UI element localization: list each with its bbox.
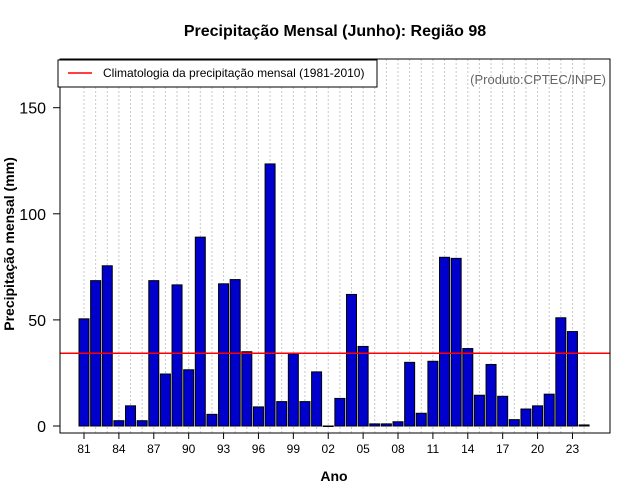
bar-2004 bbox=[345, 293, 357, 427]
bar-1997 bbox=[264, 163, 276, 427]
x-axis: 81 84 87 90 93 96 99 02 05 08 11 14 17 20 23 bbox=[77, 432, 580, 456]
chart-title: Precipitação Mensal (Junho): Região 98 bbox=[184, 23, 486, 40]
bar-2017 bbox=[497, 395, 509, 427]
x-tick-label-87: 87 bbox=[147, 442, 161, 456]
x-tick-label-90: 90 bbox=[182, 442, 196, 456]
bar-2019 bbox=[520, 408, 532, 427]
bar-2006 bbox=[369, 423, 381, 427]
bar-2022 bbox=[555, 317, 567, 427]
x-tick-label-08: 08 bbox=[391, 442, 405, 456]
bar-2018 bbox=[508, 419, 520, 427]
bar-2001 bbox=[311, 371, 323, 427]
x-axis-title: Ano bbox=[320, 468, 347, 484]
bar-2012 bbox=[439, 256, 451, 427]
bar-2009 bbox=[404, 361, 416, 427]
bar-2016 bbox=[485, 363, 497, 427]
bar-1986 bbox=[136, 420, 148, 427]
bar-2024 bbox=[578, 424, 590, 427]
bar-2003 bbox=[334, 397, 346, 427]
bar-2014 bbox=[462, 348, 474, 427]
bar-2020 bbox=[532, 405, 544, 427]
legend-label-climatology: Climatologia da precipitação mensal (198… bbox=[103, 66, 364, 80]
bar-1995 bbox=[241, 351, 253, 427]
x-tick-label-05: 05 bbox=[356, 442, 370, 456]
x-tick-label-02: 02 bbox=[322, 442, 336, 456]
y-tick-label-150: 150 bbox=[19, 101, 46, 118]
bar-1989 bbox=[171, 284, 183, 427]
y-axis: 0 50 100 150 bbox=[19, 101, 61, 436]
y-tick-label-0: 0 bbox=[37, 419, 46, 436]
bar-1984 bbox=[113, 420, 125, 427]
bar-1998 bbox=[276, 401, 288, 427]
legend-box bbox=[57, 59, 378, 88]
bars bbox=[78, 163, 590, 427]
bar-1990 bbox=[183, 369, 195, 427]
bar-1985 bbox=[125, 405, 137, 427]
bar-1991 bbox=[194, 236, 206, 427]
y-axis-title: Precipitação mensal (mm) bbox=[1, 157, 17, 331]
legend: Climatologia da precipitação mensal (198… bbox=[57, 59, 378, 88]
credit-text: (Produto:CPTEC/INPE) bbox=[470, 72, 606, 87]
x-tick-label-11: 11 bbox=[427, 442, 440, 456]
x-tick-label-14: 14 bbox=[461, 442, 475, 456]
bar-2021 bbox=[543, 393, 555, 427]
bar-1999 bbox=[287, 353, 299, 427]
x-tick-label-96: 96 bbox=[252, 442, 266, 456]
bar-2002 bbox=[322, 425, 334, 427]
x-tick-label-84: 84 bbox=[112, 442, 126, 456]
bar-2007 bbox=[380, 423, 392, 427]
x-tick-label-93: 93 bbox=[217, 442, 231, 456]
x-tick-label-17: 17 bbox=[496, 442, 510, 456]
bar-1988 bbox=[159, 373, 171, 427]
bar-2000 bbox=[299, 401, 311, 427]
bar-2011 bbox=[427, 360, 439, 427]
x-tick-label-23: 23 bbox=[566, 442, 580, 456]
bar-1993 bbox=[218, 283, 230, 427]
y-tick-label-100: 100 bbox=[19, 207, 46, 224]
bar-2010 bbox=[415, 412, 427, 427]
x-tick-label-20: 20 bbox=[531, 442, 545, 456]
bar-1983 bbox=[101, 265, 113, 427]
x-tick-label-81: 81 bbox=[77, 442, 91, 456]
bar-2005 bbox=[357, 345, 369, 427]
bar-2015 bbox=[473, 394, 485, 427]
bar-2023 bbox=[566, 331, 578, 427]
bar-1996 bbox=[252, 406, 264, 427]
bar-1992 bbox=[206, 413, 218, 427]
bar-2008 bbox=[392, 421, 404, 427]
x-tick-label-99: 99 bbox=[287, 442, 301, 456]
bar-2013 bbox=[450, 257, 462, 427]
bar-1981 bbox=[78, 318, 90, 427]
y-tick-label-50: 50 bbox=[28, 313, 46, 330]
